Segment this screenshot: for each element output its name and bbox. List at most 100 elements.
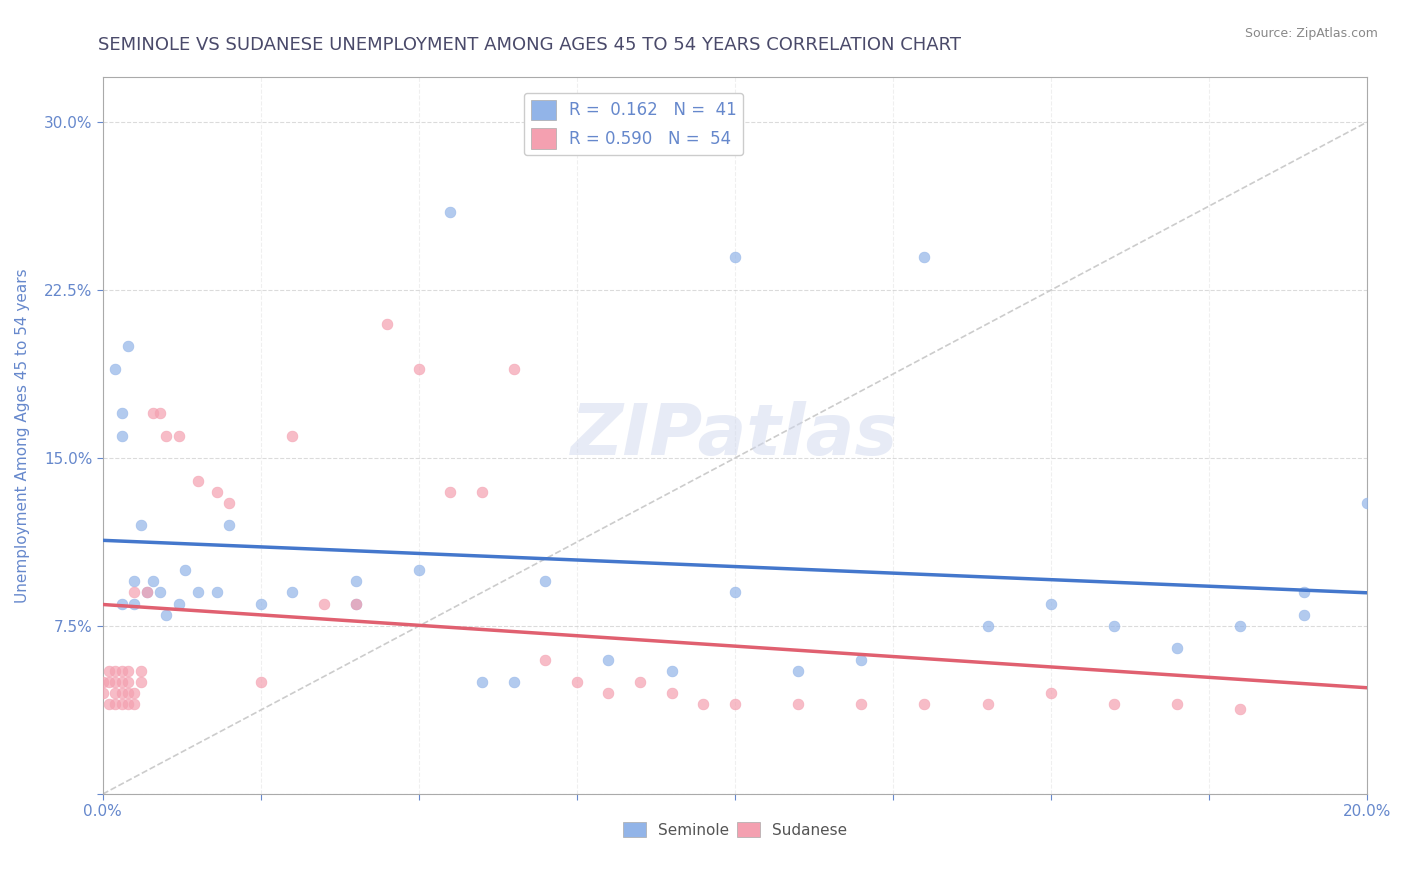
Point [124,574,146,589]
Point [104,664,127,678]
Text: ZIPatlas: ZIPatlas [571,401,898,470]
Point [111,406,134,420]
Point [1039,686,1062,700]
Point [375,317,398,331]
Point [787,698,810,712]
Point [124,585,146,599]
Point [187,585,209,599]
Legend: Seminole, Sudanese: Seminole, Sudanese [617,815,853,844]
Point [149,585,172,599]
Point [628,675,651,690]
Text: Source: ZipAtlas.com: Source: ZipAtlas.com [1244,27,1378,40]
Point [117,675,139,690]
Point [117,664,139,678]
Point [111,698,134,712]
Point [104,686,127,700]
Point [408,361,430,376]
Point [205,585,228,599]
Point [124,698,146,712]
Point [565,675,588,690]
Point [91,686,114,700]
Point [1292,585,1315,599]
Point [249,675,271,690]
Point [129,675,152,690]
Point [117,339,139,353]
Point [142,406,165,420]
Point [136,585,159,599]
Point [111,686,134,700]
Point [205,484,228,499]
Point [787,664,810,678]
Point [471,675,494,690]
Point [129,664,152,678]
Point [344,597,367,611]
Point [167,597,190,611]
Point [111,675,134,690]
Point [502,675,524,690]
Point [1292,607,1315,622]
Point [281,428,304,442]
Point [661,686,683,700]
Point [976,698,998,712]
Point [912,698,935,712]
Point [149,406,172,420]
Point [724,250,747,264]
Point [155,428,177,442]
Point [142,574,165,589]
Point [124,597,146,611]
Point [155,607,177,622]
Point [117,698,139,712]
Point [1229,619,1251,633]
Point [471,484,494,499]
Point [851,653,873,667]
Point [98,675,121,690]
Point [851,698,873,712]
Point [692,698,714,712]
Point [344,597,367,611]
Point [976,619,998,633]
Point [1229,702,1251,716]
Point [344,574,367,589]
Point [98,664,121,678]
Point [724,585,747,599]
Point [104,361,127,376]
Point [439,204,461,219]
Point [218,518,240,533]
Point [1166,641,1188,656]
Point [104,675,127,690]
Point [218,496,240,510]
Point [1355,496,1378,510]
Point [439,484,461,499]
Point [312,597,335,611]
Point [598,686,620,700]
Point [724,698,747,712]
Point [534,653,557,667]
Point [129,518,152,533]
Point [502,361,524,376]
Point [1102,619,1125,633]
Point [111,664,134,678]
Point [598,653,620,667]
Text: SEMINOLE VS SUDANESE UNEMPLOYMENT AMONG AGES 45 TO 54 YEARS CORRELATION CHART: SEMINOLE VS SUDANESE UNEMPLOYMENT AMONG … [98,36,962,54]
Point [249,597,271,611]
Point [104,698,127,712]
Point [1039,597,1062,611]
Point [534,574,557,589]
Point [124,686,146,700]
Point [281,585,304,599]
Point [661,664,683,678]
Y-axis label: Unemployment Among Ages 45 to 54 years: Unemployment Among Ages 45 to 54 years [15,268,30,603]
Point [1166,698,1188,712]
Point [111,428,134,442]
Point [91,675,114,690]
Point [912,250,935,264]
Point [111,597,134,611]
Point [117,686,139,700]
Point [136,585,159,599]
Point [187,474,209,488]
Point [174,563,197,577]
Point [1102,698,1125,712]
Point [167,428,190,442]
Point [98,698,121,712]
Point [408,563,430,577]
